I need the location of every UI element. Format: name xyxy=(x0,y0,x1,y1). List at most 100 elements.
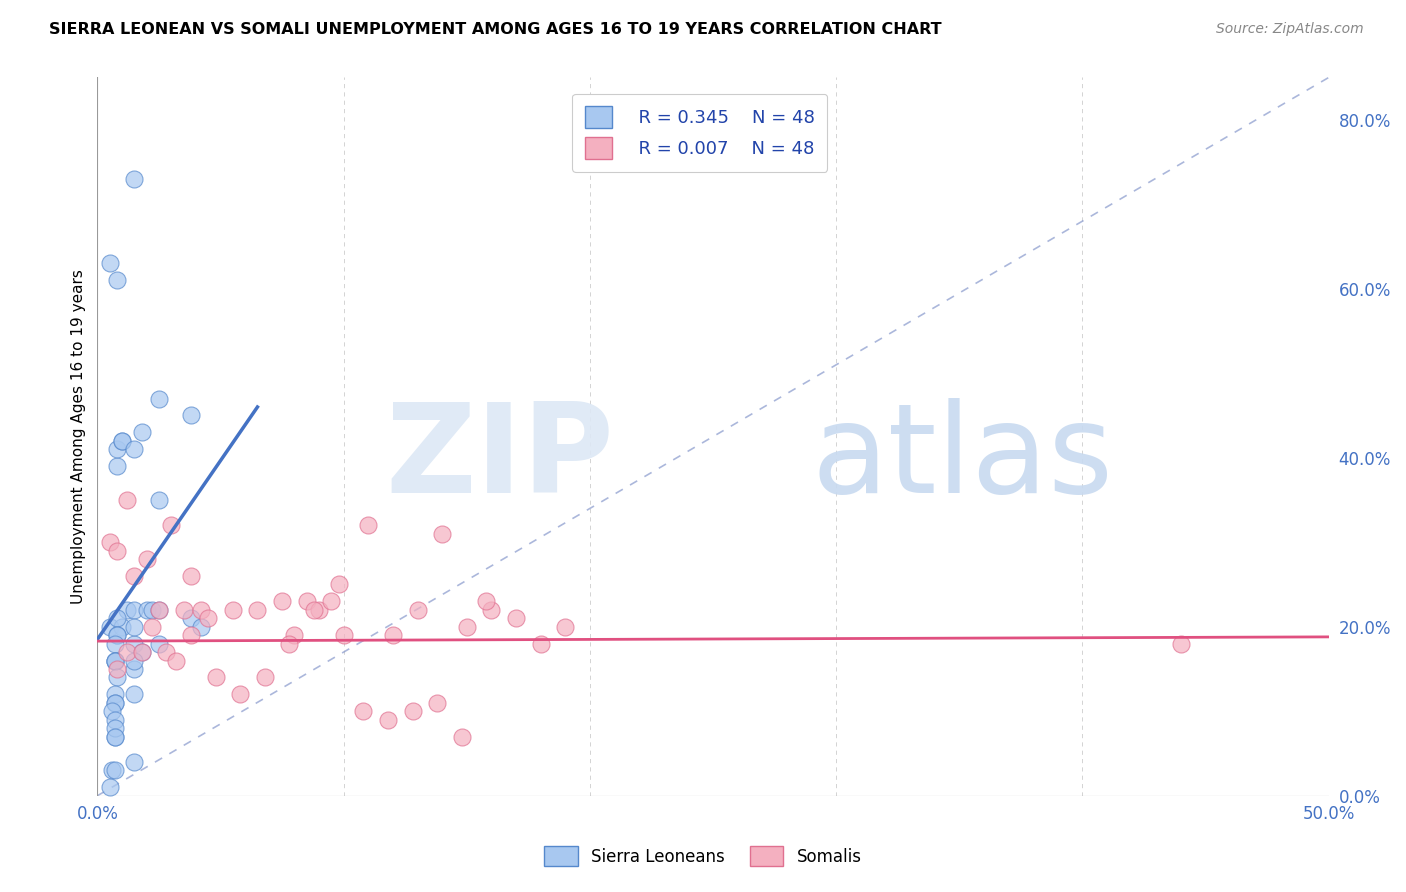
Point xyxy=(332,628,354,642)
Point xyxy=(148,392,170,406)
Point xyxy=(190,620,212,634)
Point xyxy=(104,654,127,668)
Y-axis label: Unemployment Among Ages 16 to 19 years: Unemployment Among Ages 16 to 19 years xyxy=(72,269,86,604)
Point xyxy=(456,620,478,634)
Point xyxy=(180,569,202,583)
Point xyxy=(104,713,127,727)
Point xyxy=(124,687,146,701)
Point xyxy=(124,620,146,634)
Point xyxy=(246,603,269,617)
Point xyxy=(105,442,128,457)
Point xyxy=(141,620,163,634)
Point xyxy=(302,603,325,617)
Point xyxy=(190,603,212,617)
Point xyxy=(180,611,202,625)
Point xyxy=(141,603,163,617)
Point xyxy=(135,552,157,566)
Point xyxy=(135,603,157,617)
Point xyxy=(505,611,527,625)
Point xyxy=(105,611,128,625)
Point xyxy=(165,654,187,668)
Point xyxy=(148,493,170,508)
Point xyxy=(430,526,453,541)
Point xyxy=(406,603,429,617)
Point xyxy=(104,654,127,668)
Point xyxy=(101,704,124,718)
Point xyxy=(124,172,146,186)
Point xyxy=(98,535,121,549)
Point xyxy=(105,628,128,642)
Point xyxy=(377,713,399,727)
Point xyxy=(105,628,128,642)
Point xyxy=(124,569,146,583)
Text: ZIP: ZIP xyxy=(385,398,614,518)
Point xyxy=(104,696,127,710)
Point xyxy=(104,696,127,710)
Point xyxy=(104,730,127,744)
Point xyxy=(131,645,153,659)
Point xyxy=(1170,637,1192,651)
Point xyxy=(530,637,553,651)
Point xyxy=(105,273,128,287)
Point xyxy=(148,603,170,617)
Point xyxy=(197,611,219,625)
Point xyxy=(295,594,318,608)
Point xyxy=(98,256,121,270)
Point xyxy=(173,603,195,617)
Text: atlas: atlas xyxy=(811,398,1114,518)
Point xyxy=(98,620,121,634)
Point xyxy=(160,518,183,533)
Point xyxy=(124,442,146,457)
Point xyxy=(104,721,127,735)
Point xyxy=(115,645,138,659)
Point xyxy=(124,755,146,769)
Point xyxy=(148,603,170,617)
Point xyxy=(105,670,128,684)
Point xyxy=(426,696,449,710)
Point xyxy=(101,764,124,778)
Point xyxy=(124,654,146,668)
Legend: Sierra Leoneans, Somalis: Sierra Leoneans, Somalis xyxy=(536,838,870,875)
Point xyxy=(328,577,350,591)
Point xyxy=(104,637,127,651)
Point xyxy=(105,662,128,676)
Point xyxy=(481,603,503,617)
Text: SIERRA LEONEAN VS SOMALI UNEMPLOYMENT AMONG AGES 16 TO 19 YEARS CORRELATION CHAR: SIERRA LEONEAN VS SOMALI UNEMPLOYMENT AM… xyxy=(49,22,942,37)
Point xyxy=(283,628,305,642)
Point xyxy=(321,594,343,608)
Point xyxy=(131,645,153,659)
Point xyxy=(104,687,127,701)
Point xyxy=(253,670,276,684)
Point xyxy=(450,730,472,744)
Point xyxy=(105,459,128,474)
Text: Source: ZipAtlas.com: Source: ZipAtlas.com xyxy=(1216,22,1364,37)
Point xyxy=(180,409,202,423)
Point xyxy=(352,704,374,718)
Point xyxy=(115,493,138,508)
Point xyxy=(124,603,146,617)
Point xyxy=(475,594,498,608)
Point xyxy=(308,603,330,617)
Point xyxy=(401,704,423,718)
Point xyxy=(554,620,576,634)
Point xyxy=(204,670,226,684)
Point xyxy=(357,518,380,533)
Point xyxy=(98,780,121,795)
Point xyxy=(124,637,146,651)
Point xyxy=(104,730,127,744)
Point xyxy=(111,434,134,448)
Point xyxy=(381,628,404,642)
Point xyxy=(155,645,177,659)
Point xyxy=(104,764,127,778)
Point xyxy=(180,628,202,642)
Point xyxy=(111,434,134,448)
Point xyxy=(148,637,170,651)
Point xyxy=(105,543,128,558)
Point xyxy=(278,637,301,651)
Point xyxy=(131,425,153,440)
Point xyxy=(229,687,252,701)
Point xyxy=(111,620,134,634)
Point xyxy=(124,662,146,676)
Legend:   R = 0.345    N = 48,   R = 0.007    N = 48: R = 0.345 N = 48, R = 0.007 N = 48 xyxy=(572,94,827,172)
Point xyxy=(222,603,245,617)
